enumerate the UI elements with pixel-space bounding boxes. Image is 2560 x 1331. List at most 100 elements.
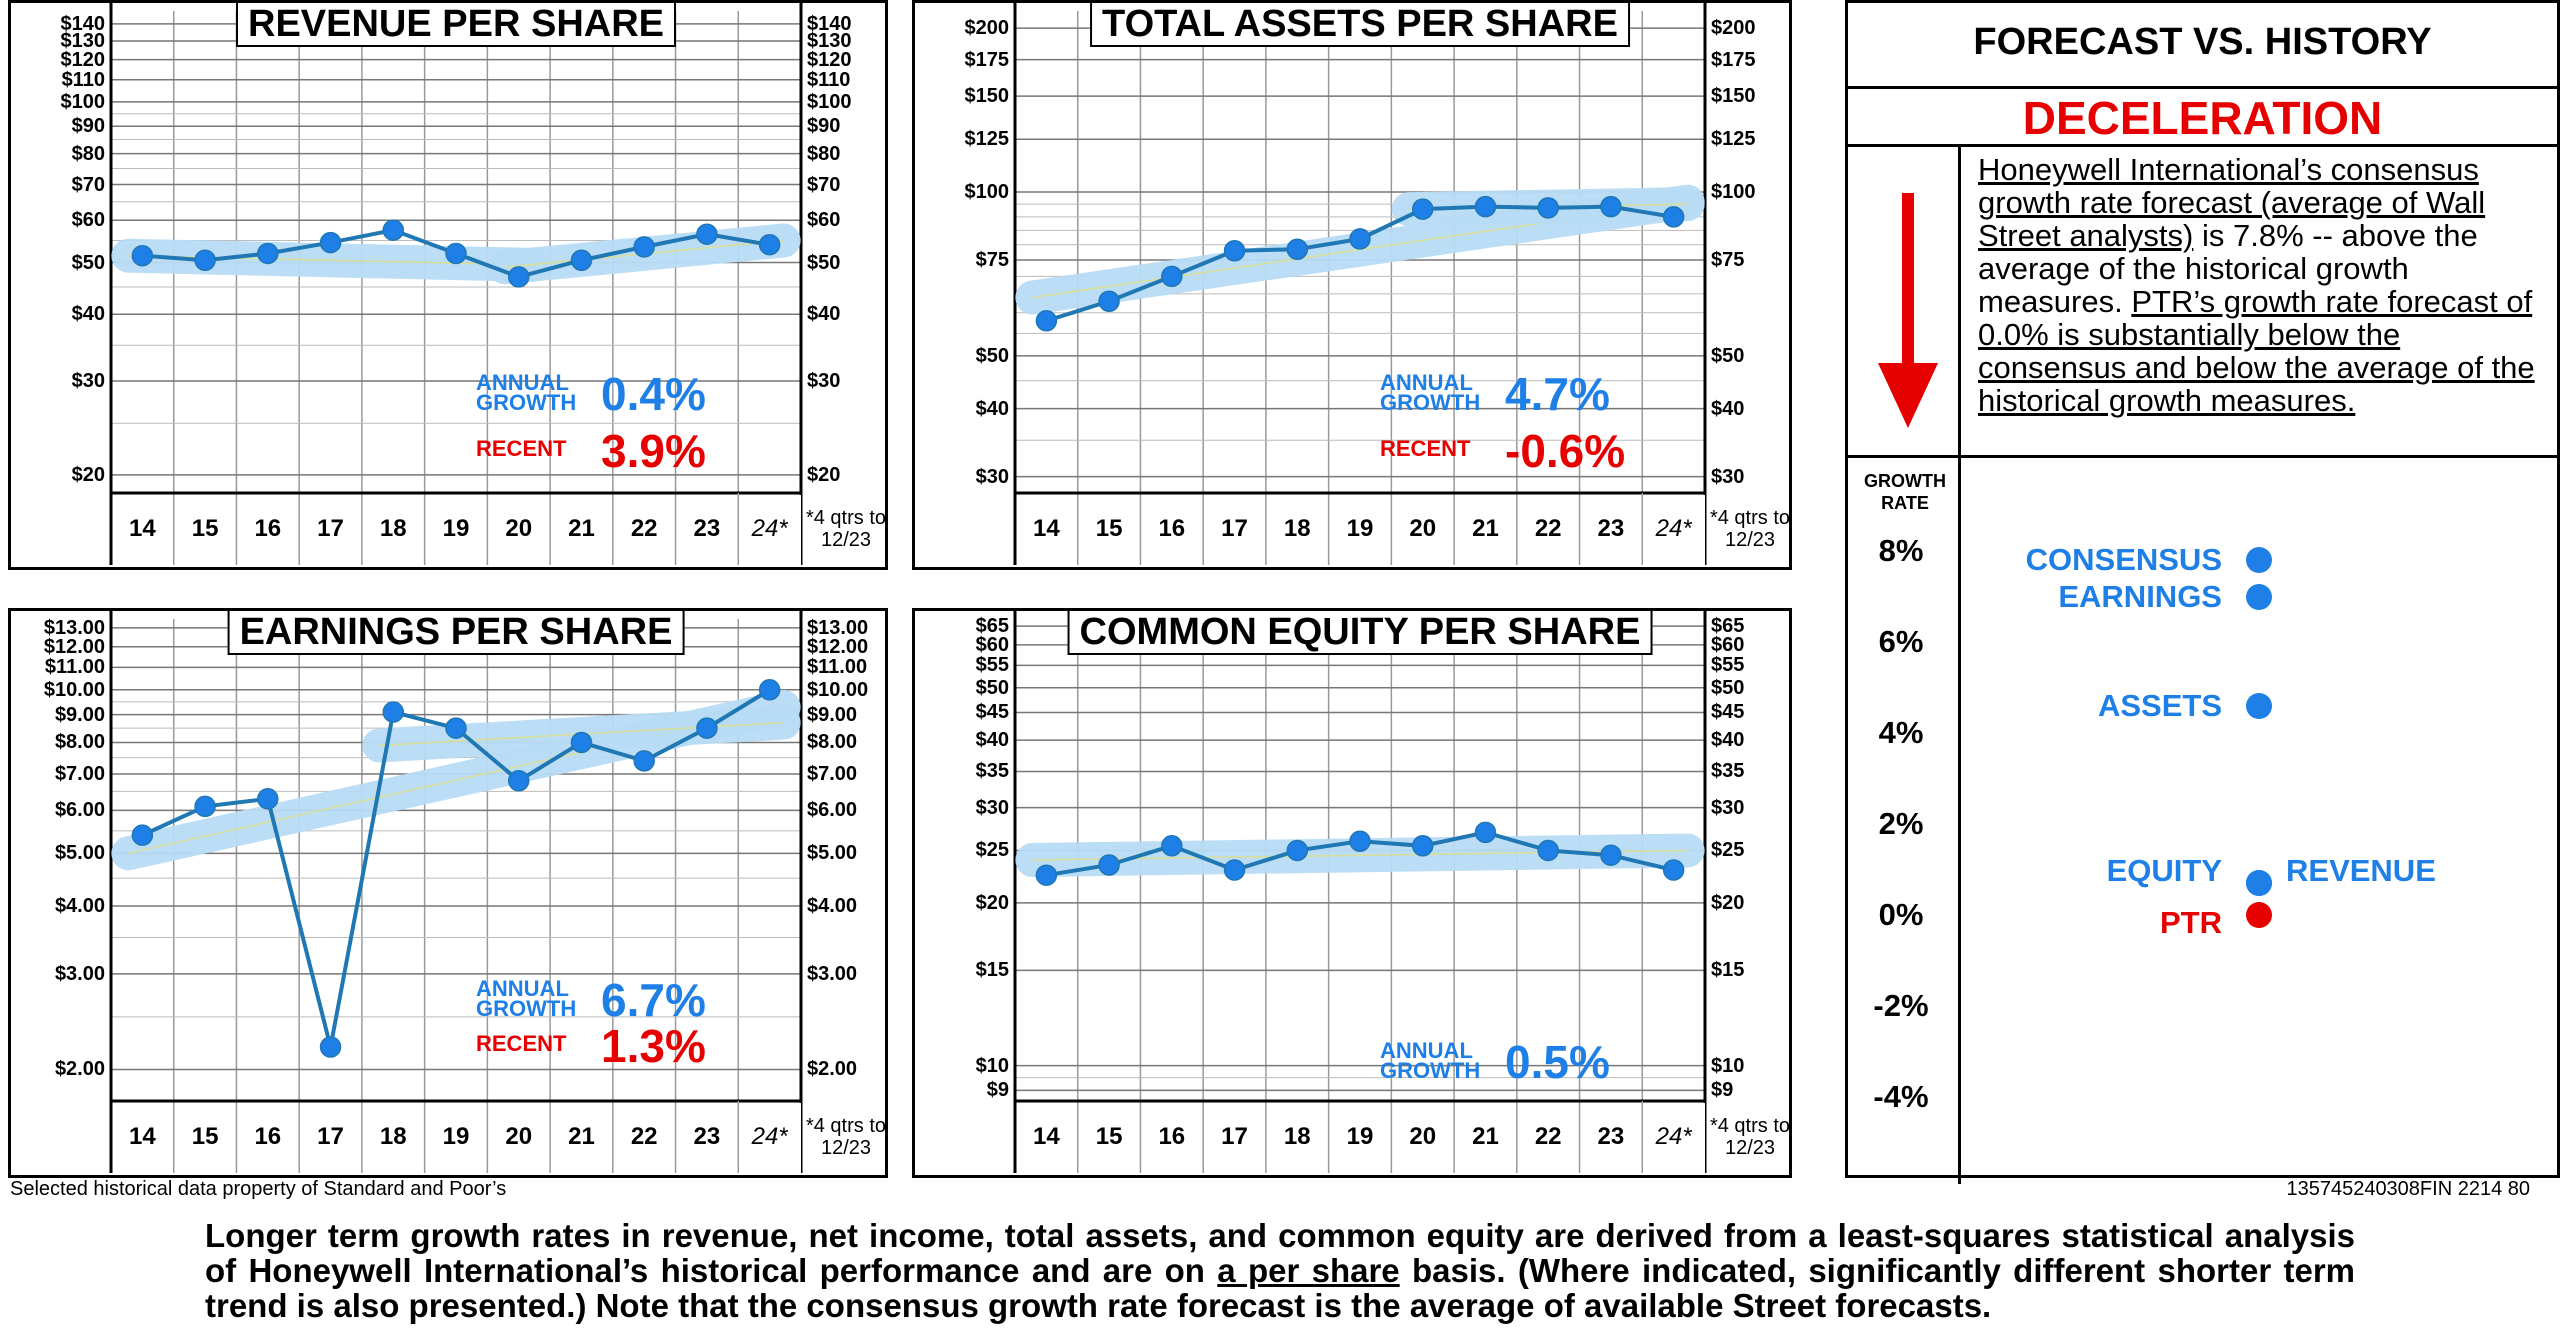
y-tick-label: $110 <box>61 68 105 91</box>
y-tick-label: $60 <box>71 209 105 232</box>
y-tick-label: $70 <box>807 173 841 196</box>
y-tick-label: $45 <box>1711 701 1745 724</box>
y-tick-label: $4.00 <box>54 894 105 917</box>
earnings-dot <box>2246 583 2272 610</box>
x-tick-label: 14 <box>1033 1123 1060 1150</box>
growth-rate-tick: 2% <box>1878 806 1924 841</box>
comparison-text: is 7.8% -- above the average of the hist… <box>1978 218 2478 319</box>
forecast-vs-history-panel: FORECAST VS. HISTORY DECELERATION Honeyw… <box>1845 0 2560 1184</box>
last-period-cell <box>738 495 801 565</box>
y-tick-label: $7.00 <box>54 762 105 785</box>
data-point <box>1161 265 1183 288</box>
y-tick-label: $45 <box>975 701 1009 724</box>
y-tick-label: $10.00 <box>807 678 869 701</box>
x-tick-label: 16 <box>1158 515 1186 542</box>
data-point <box>131 244 154 267</box>
y-tick-label: $11.00 <box>44 656 105 679</box>
data-point <box>1411 835 1434 857</box>
x-tick-label: 21 <box>568 1123 595 1150</box>
y-tick-label: $80 <box>71 142 105 165</box>
chart-svg <box>109 611 803 1173</box>
x-tick-label: 22 <box>1534 515 1562 542</box>
y-tick-label: $11.00 <box>807 656 868 679</box>
x-tick-label: 19 <box>1346 1123 1374 1150</box>
y-tick-label: $120 <box>60 48 106 71</box>
x-tick-label: 24* <box>751 515 788 542</box>
data-point <box>1662 206 1685 228</box>
y-tick-label: $30 <box>807 369 841 392</box>
y-tick-label: $65 <box>975 615 1009 638</box>
recent-growth-label: RECENT <box>1380 436 1471 461</box>
data-point <box>758 233 781 256</box>
chart-svg <box>1013 3 1707 565</box>
y-tick-label: $60 <box>1711 633 1745 656</box>
y-tick-label: $50 <box>71 251 105 274</box>
annual-growth-label: ANNUAL GROWTH <box>476 370 577 415</box>
y-tick-label: $140 <box>60 12 106 35</box>
growth-rate-tick: 6% <box>1878 624 1924 659</box>
y-tick-label: $125 <box>1711 128 1756 151</box>
data-point <box>1411 198 1434 220</box>
y-tick-label: $40 <box>71 303 105 326</box>
y-tick-label: $55 <box>1711 654 1745 677</box>
forecast-title: FORECAST VS. HISTORY <box>1973 21 2432 63</box>
x-tick-label: 19 <box>442 515 470 542</box>
x-axis-note: *4 qtrs to 12/23 <box>805 507 887 551</box>
x-tick-label: 14 <box>1033 515 1060 542</box>
consensus-dot <box>2246 547 2272 574</box>
annual-growth-value: 0.5% <box>1505 1036 1610 1088</box>
y-tick-label: $25 <box>1711 839 1745 862</box>
y-tick-label: $140 <box>807 12 852 35</box>
data-point <box>445 717 467 739</box>
revenue-dot <box>2246 870 2272 897</box>
x-tick-label: 21 <box>1472 515 1499 542</box>
data-point <box>1600 844 1622 866</box>
data-point <box>696 717 718 739</box>
y-tick-label: $2.00 <box>807 1058 858 1081</box>
y-tick-label: $7.00 <box>807 762 858 785</box>
x-tick-label: 22 <box>630 1123 658 1150</box>
data-point <box>1098 290 1120 313</box>
y-tick-label: $40 <box>975 397 1009 420</box>
consensus-label: CONSENSUS <box>2025 542 2222 578</box>
x-tick-label: 23 <box>693 1123 721 1150</box>
y-tick-label: $200 <box>964 17 1010 40</box>
data-point <box>445 242 467 265</box>
data-point <box>570 731 593 754</box>
x-tick-label: 18 <box>1283 515 1311 542</box>
assets-label: ASSETS <box>2097 687 2222 723</box>
data-point <box>382 701 405 723</box>
x-tick-label: 24* <box>1655 1123 1692 1150</box>
y-tick-label: $80 <box>807 142 841 165</box>
last-period-cell <box>738 1103 801 1173</box>
y-tick-label: $35 <box>975 760 1009 783</box>
x-tick-label: 18 <box>1283 1123 1311 1150</box>
y-tick-label: $175 <box>964 48 1010 71</box>
x-tick-label: 15 <box>1095 515 1123 542</box>
footer-note: Longer term growth rates in revenue, net… <box>205 1218 2355 1323</box>
annual-growth-value: 6.7% <box>601 974 706 1026</box>
y-tick-label: $3.00 <box>807 962 858 985</box>
y-tick-label: $4.00 <box>807 894 858 917</box>
x-tick-label: 19 <box>442 1123 470 1150</box>
annual-growth-label: ANNUAL GROWTH <box>476 976 577 1021</box>
y-tick-label: $2.00 <box>54 1058 105 1081</box>
y-tick-label: $9.00 <box>807 703 858 726</box>
data-point <box>131 824 154 846</box>
y-tick-label: $60 <box>975 633 1009 656</box>
x-tick-label: 16 <box>1158 1123 1186 1150</box>
y-tick-label: $120 <box>807 48 852 71</box>
data-point <box>1286 839 1309 862</box>
x-axis-note: *4 qtrs to 12/23 <box>1709 1115 1791 1159</box>
growth-rate-tick: 0% <box>1878 897 1924 932</box>
divider <box>1848 144 2557 147</box>
y-tick-label: $20 <box>1711 891 1745 914</box>
y-tick-label: $5.00 <box>54 842 105 865</box>
recent-growth-label: RECENT <box>476 1031 567 1056</box>
x-tick-label: 22 <box>1534 1123 1562 1150</box>
y-tick-label: $9.00 <box>54 703 105 726</box>
chart-title: EARNINGS PER SHARE <box>227 609 685 655</box>
recent-growth-value: -0.6% <box>1505 425 1626 477</box>
x-tick-label: 15 <box>1095 1123 1123 1150</box>
x-tick-label: 20 <box>1409 1123 1437 1150</box>
